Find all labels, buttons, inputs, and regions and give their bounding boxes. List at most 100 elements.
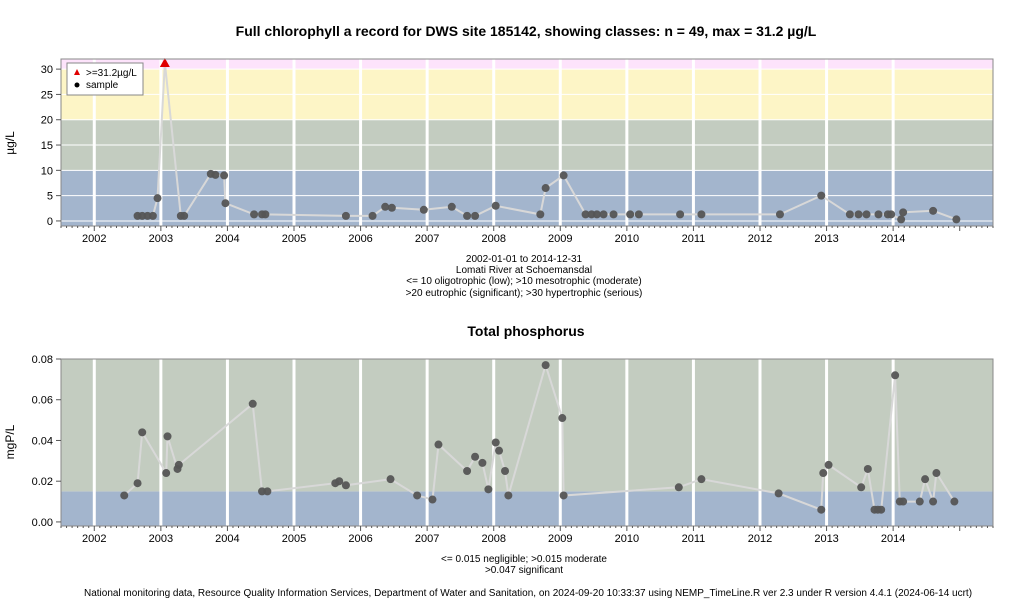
chart2-note-negligible: <= 0.015 negligible; >0.015 moderate: [441, 554, 607, 565]
data-point: [874, 210, 883, 219]
data-point: [921, 475, 930, 484]
data-point: [626, 210, 635, 219]
data-point: [845, 210, 854, 219]
data-point: [899, 208, 908, 217]
legend-label-sample: sample: [86, 80, 119, 91]
x-tick-label: 2009: [548, 233, 572, 245]
data-point: [609, 210, 618, 219]
y-tick-label: 0.06: [32, 395, 53, 407]
x-tick-label: 2010: [615, 233, 639, 245]
data-point: [887, 210, 896, 219]
class-band: [61, 59, 993, 70]
data-point: [413, 491, 422, 500]
class-band: [61, 170, 993, 226]
x-tick-label: 2014: [881, 533, 905, 545]
data-point: [335, 477, 344, 486]
x-tick-label: 2007: [415, 233, 439, 245]
data-point: [862, 210, 871, 219]
data-point: [891, 371, 900, 380]
data-point: [558, 414, 567, 423]
data-point: [447, 202, 456, 211]
data-point: [180, 211, 189, 220]
x-tick-label: 2010: [615, 533, 639, 545]
data-point: [428, 495, 437, 504]
data-point: [484, 485, 493, 494]
legend-circle-icon: [74, 82, 80, 88]
x-tick-label: 2011: [682, 533, 706, 545]
chart1-note-classes-low: <= 10 oligotrophic (low); >10 mesotrophi…: [406, 276, 641, 287]
data-point: [221, 199, 230, 208]
x-tick-label: 2004: [215, 233, 239, 245]
phosphorus-chart: Total phosphorus 2002 2003 2004 2005 2006 200…: [3, 323, 994, 576]
data-point: [341, 211, 350, 220]
class-band: [61, 359, 993, 492]
data-point: [634, 210, 643, 219]
y-tick-label: 0.08: [32, 354, 53, 366]
legend-box: [66, 62, 144, 96]
data-point: [491, 438, 500, 447]
data-point: [915, 497, 924, 506]
data-point: [463, 467, 472, 476]
x-tick-label: 2003: [149, 233, 173, 245]
y-tick-label: 30: [41, 64, 53, 76]
data-point: [929, 206, 938, 215]
x-tick-label: 2011: [682, 233, 706, 245]
data-point: [932, 469, 941, 478]
data-point: [950, 497, 959, 506]
data-point: [899, 497, 908, 506]
y-tick-label: 0.02: [32, 476, 53, 488]
data-point: [263, 487, 272, 496]
data-point: [174, 460, 183, 469]
chart1-note-site: Lomati River at Schoemansdal: [456, 265, 592, 276]
data-point: [419, 205, 428, 214]
data-point: [676, 210, 685, 219]
data-point: [854, 210, 863, 219]
data-point: [929, 497, 938, 506]
chart2-y-axis-label: mgP/L: [3, 424, 17, 459]
data-point: [248, 399, 257, 408]
data-point: [559, 171, 568, 180]
x-tick-label: 2005: [282, 233, 306, 245]
data-point: [386, 475, 395, 484]
y-tick-label: 20: [41, 115, 53, 127]
x-tick-label: 2007: [415, 533, 439, 545]
data-point: [387, 203, 396, 212]
data-point: [133, 479, 142, 488]
x-tick-label: 2008: [481, 233, 505, 245]
x-tick-label: 2003: [149, 533, 173, 545]
data-point: [501, 467, 510, 476]
footer-credit: National monitoring data, Resource Quali…: [84, 588, 972, 599]
data-point: [541, 184, 550, 193]
data-point: [163, 432, 172, 441]
x-tick-label: 2012: [748, 233, 772, 245]
data-point: [581, 210, 590, 219]
chlorophyll-chart: Full chlorophyll a record for DWS site 1…: [3, 23, 994, 299]
data-point: [368, 211, 377, 220]
data-point: [952, 215, 961, 224]
x-tick-label: 2002: [82, 233, 106, 245]
x-tick-label: 2005: [282, 533, 306, 545]
x-tick-label: 2013: [814, 233, 838, 245]
data-point: [504, 491, 513, 500]
chart1-note-classes-high: >20 eutrophic (significant); >30 hypertr…: [406, 288, 643, 299]
data-point-max: [159, 58, 170, 68]
data-point: [120, 491, 129, 500]
chart1-legend: >=31.2µg/L sample: [66, 62, 144, 96]
y-tick-label: 15: [41, 140, 53, 152]
data-point: [817, 505, 826, 514]
x-tick-label: 2008: [481, 533, 505, 545]
data-point: [819, 469, 828, 478]
data-point: [471, 211, 480, 220]
data-point: [857, 483, 866, 492]
y-tick-label: 5: [47, 191, 53, 203]
data-point: [381, 202, 390, 211]
x-tick-label: 2004: [215, 533, 239, 545]
data-point: [211, 170, 220, 179]
data-point: [250, 210, 259, 219]
data-point: [220, 171, 229, 180]
data-point: [824, 460, 833, 469]
data-point: [162, 469, 171, 478]
chart2-title: Total phosphorus: [467, 323, 584, 339]
data-point: [697, 475, 706, 484]
data-point: [599, 210, 608, 219]
